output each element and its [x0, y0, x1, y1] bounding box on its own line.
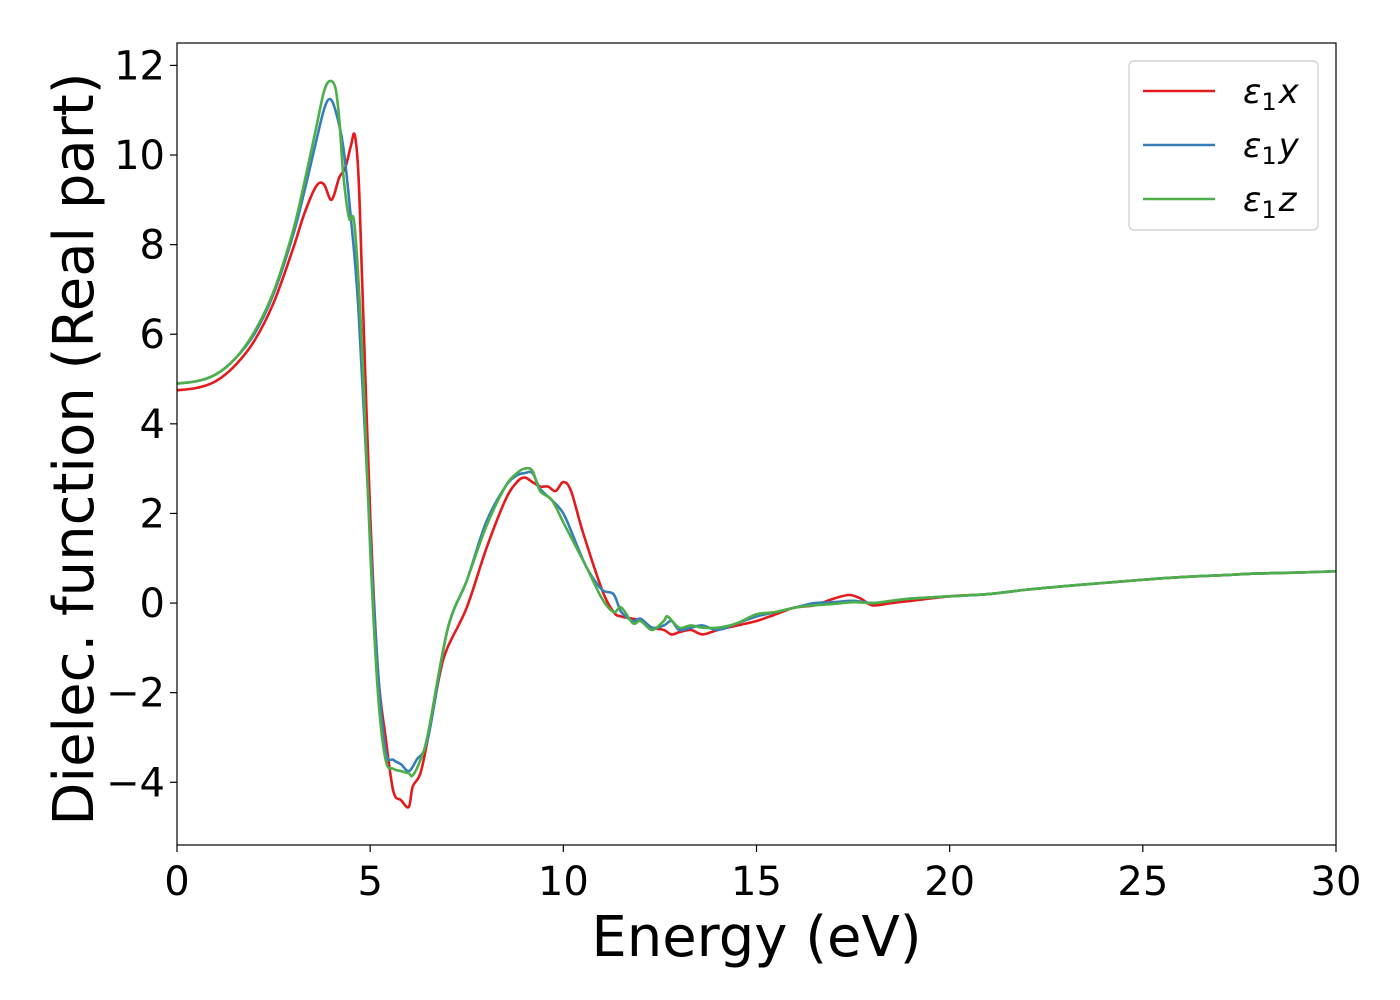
- series-layer: [177, 79, 1336, 809]
- legend: ε1x ε1y ε1z: [1128, 60, 1319, 231]
- y-axis-ticks: −4 −2 0 2 4 6 8 10 12: [106, 43, 177, 806]
- y-tick-label: 12: [114, 43, 165, 89]
- x-axis-ticks: 0 5 10 15 20 25 30: [164, 845, 1361, 905]
- y-tick-label: 6: [140, 312, 165, 358]
- x-axis-label: Energy (eV): [591, 905, 921, 970]
- series-line-z: [177, 79, 1336, 778]
- y-tick-label: −4: [106, 760, 165, 806]
- x-tick-label: 5: [357, 859, 382, 905]
- x-tick-label: 15: [731, 859, 782, 905]
- legend-label-z: ε1z: [1243, 180, 1298, 224]
- x-tick-label: 30: [1311, 859, 1362, 905]
- x-tick-label: 25: [1117, 859, 1168, 905]
- y-tick-label: 0: [140, 581, 165, 627]
- legend-label-x: ε1x: [1243, 72, 1300, 116]
- x-tick-label: 0: [164, 859, 189, 905]
- y-tick-label: 4: [140, 402, 165, 448]
- series-line-x: [177, 132, 1336, 809]
- y-tick-label: 10: [114, 133, 165, 179]
- x-tick-label: 10: [538, 859, 589, 905]
- legend-label-y: ε1y: [1243, 126, 1300, 170]
- y-tick-label: 2: [140, 491, 165, 537]
- y-axis-label: Dielec. function (Real part): [42, 72, 107, 825]
- y-tick-label: 8: [140, 223, 165, 269]
- x-tick-label: 20: [924, 859, 975, 905]
- y-tick-label: −2: [106, 671, 165, 717]
- legend-box: [1128, 60, 1319, 231]
